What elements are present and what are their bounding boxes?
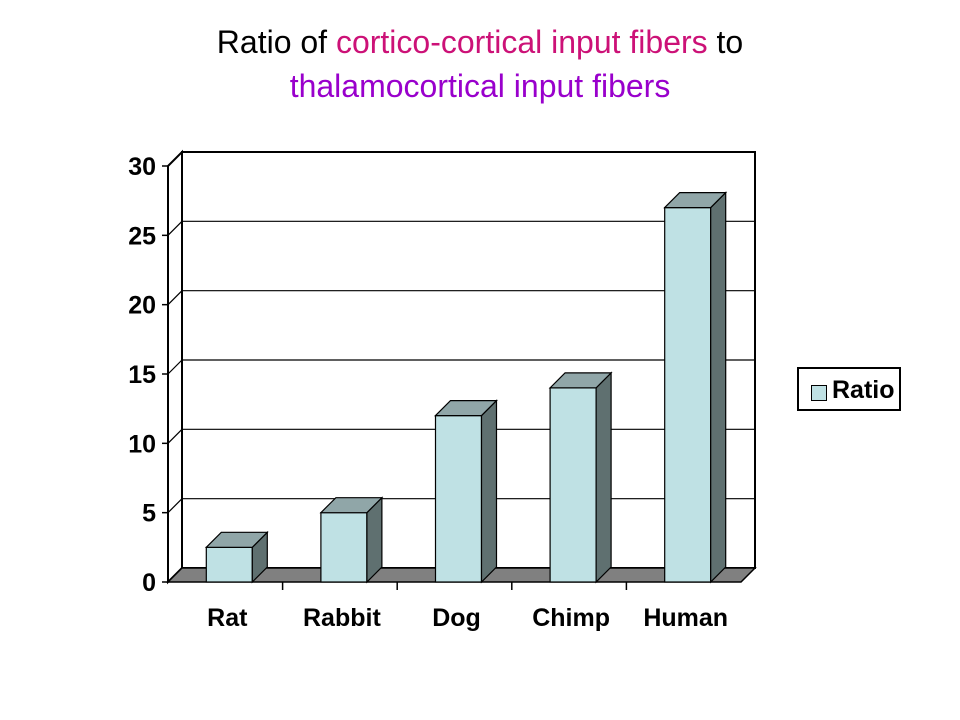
- gridline-side: [167, 359, 183, 375]
- y-tick-label: 20: [128, 292, 156, 320]
- y-tick-label: 30: [128, 153, 156, 181]
- bar-front: [434, 415, 483, 583]
- bar-top: [204, 531, 269, 548]
- y-tick-label: 15: [128, 361, 156, 389]
- bar-top: [663, 192, 728, 209]
- legend-label: Ratio: [832, 376, 895, 404]
- x-tick-label: Rabbit: [303, 604, 381, 632]
- bar-side: [595, 371, 612, 584]
- bar-human: [663, 191, 728, 584]
- gridline-side: [167, 220, 183, 236]
- bar-front: [664, 207, 712, 583]
- legend-swatch: [811, 385, 827, 401]
- bar-front: [549, 387, 597, 583]
- y-tick-label: 5: [142, 500, 156, 528]
- y-tick-label: 0: [142, 569, 156, 597]
- gridline-side: [167, 290, 183, 306]
- bar-front: [320, 512, 368, 583]
- bar-side: [480, 399, 498, 584]
- title-part-4: thalamocortical input fibers: [289, 68, 671, 104]
- y-tick-label: 10: [128, 430, 156, 458]
- bar-top: [319, 497, 384, 514]
- bar-top: [434, 400, 498, 417]
- title-part-1: Ratio of: [216, 24, 336, 60]
- title-part-2: cortico-cortical input fibers: [335, 24, 708, 60]
- gridline-side: [167, 498, 183, 514]
- legend: Ratio: [797, 367, 901, 411]
- x-tick-label: Human: [643, 604, 728, 632]
- bar-chimp: [548, 371, 613, 584]
- bar-rabbit: [319, 496, 384, 584]
- x-tick-label: Chimp: [532, 604, 610, 632]
- bar-dog: [434, 399, 498, 584]
- bar-front: [205, 546, 253, 583]
- bar-side: [710, 191, 727, 584]
- bar-rat: [204, 530, 269, 584]
- title-part-3: to: [707, 24, 744, 60]
- x-tick-label: Dog: [432, 604, 481, 632]
- chart-title: Ratio of cortico-cortical input fibers t…: [0, 20, 960, 108]
- x-tick-label: Rat: [207, 604, 248, 632]
- bar-top: [548, 372, 613, 389]
- y-tick-label: 25: [128, 222, 156, 250]
- gridline-side: [167, 428, 183, 444]
